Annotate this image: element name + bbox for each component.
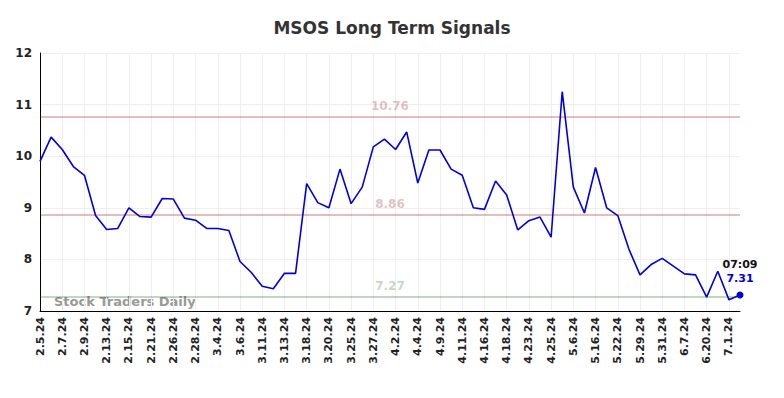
svg-text:2.15.24: 2.15.24 (122, 317, 135, 364)
svg-text:5.31.24: 5.31.24 (656, 317, 669, 364)
svg-text:2.7.24: 2.7.24 (56, 317, 69, 356)
svg-text:4.23.24: 4.23.24 (522, 317, 535, 364)
svg-text:4.2.24: 4.2.24 (389, 317, 402, 356)
svg-text:3.20.24: 3.20.24 (322, 317, 335, 364)
svg-text:4.16.24: 4.16.24 (478, 317, 491, 364)
svg-text:4.4.24: 4.4.24 (411, 317, 424, 356)
svg-text:4.9.24: 4.9.24 (434, 317, 447, 356)
svg-text:9: 9 (24, 201, 32, 215)
svg-text:5.16.24: 5.16.24 (589, 317, 602, 364)
svg-text:6.7.24: 6.7.24 (678, 317, 691, 356)
svg-text:7.31: 7.31 (726, 272, 753, 285)
svg-text:2.5.24: 2.5.24 (34, 317, 47, 356)
svg-text:4.11.24: 4.11.24 (456, 317, 469, 364)
svg-text:3.18.24: 3.18.24 (300, 317, 313, 364)
svg-text:3.6.24: 3.6.24 (234, 317, 247, 356)
svg-text:10.76: 10.76 (371, 99, 409, 113)
svg-text:7.1.24: 7.1.24 (722, 317, 735, 356)
svg-text:6.20.24: 6.20.24 (700, 317, 713, 364)
svg-text:2.26.24: 2.26.24 (167, 317, 180, 364)
svg-text:MSOS Long Term Signals: MSOS Long Term Signals (273, 18, 510, 38)
svg-text:5.29.24: 5.29.24 (634, 317, 647, 364)
svg-text:3.4.24: 3.4.24 (211, 317, 224, 356)
svg-text:5.6.24: 5.6.24 (567, 317, 580, 356)
svg-text:7: 7 (24, 304, 32, 318)
svg-text:2.13.24: 2.13.24 (100, 317, 113, 364)
svg-text:5.22.24: 5.22.24 (611, 317, 624, 364)
svg-text:12: 12 (15, 46, 32, 60)
svg-text:11: 11 (15, 98, 32, 112)
svg-text:07:09: 07:09 (722, 258, 757, 271)
svg-text:3.27.24: 3.27.24 (367, 317, 380, 364)
svg-text:4.25.24: 4.25.24 (545, 317, 558, 364)
svg-text:2.9.24: 2.9.24 (78, 317, 91, 356)
svg-text:3.25.24: 3.25.24 (345, 317, 358, 364)
svg-text:10: 10 (15, 149, 32, 163)
svg-text:8.86: 8.86 (375, 197, 405, 211)
svg-text:2.28.24: 2.28.24 (189, 317, 202, 364)
svg-text:3.11.24: 3.11.24 (256, 317, 269, 364)
svg-text:2.21.24: 2.21.24 (145, 317, 158, 364)
svg-text:3.13.24: 3.13.24 (278, 317, 291, 364)
svg-text:Stock Traders Daily: Stock Traders Daily (54, 294, 196, 309)
svg-text:4.18.24: 4.18.24 (500, 317, 513, 364)
svg-text:8: 8 (24, 252, 32, 266)
svg-text:7.27: 7.27 (375, 279, 405, 293)
